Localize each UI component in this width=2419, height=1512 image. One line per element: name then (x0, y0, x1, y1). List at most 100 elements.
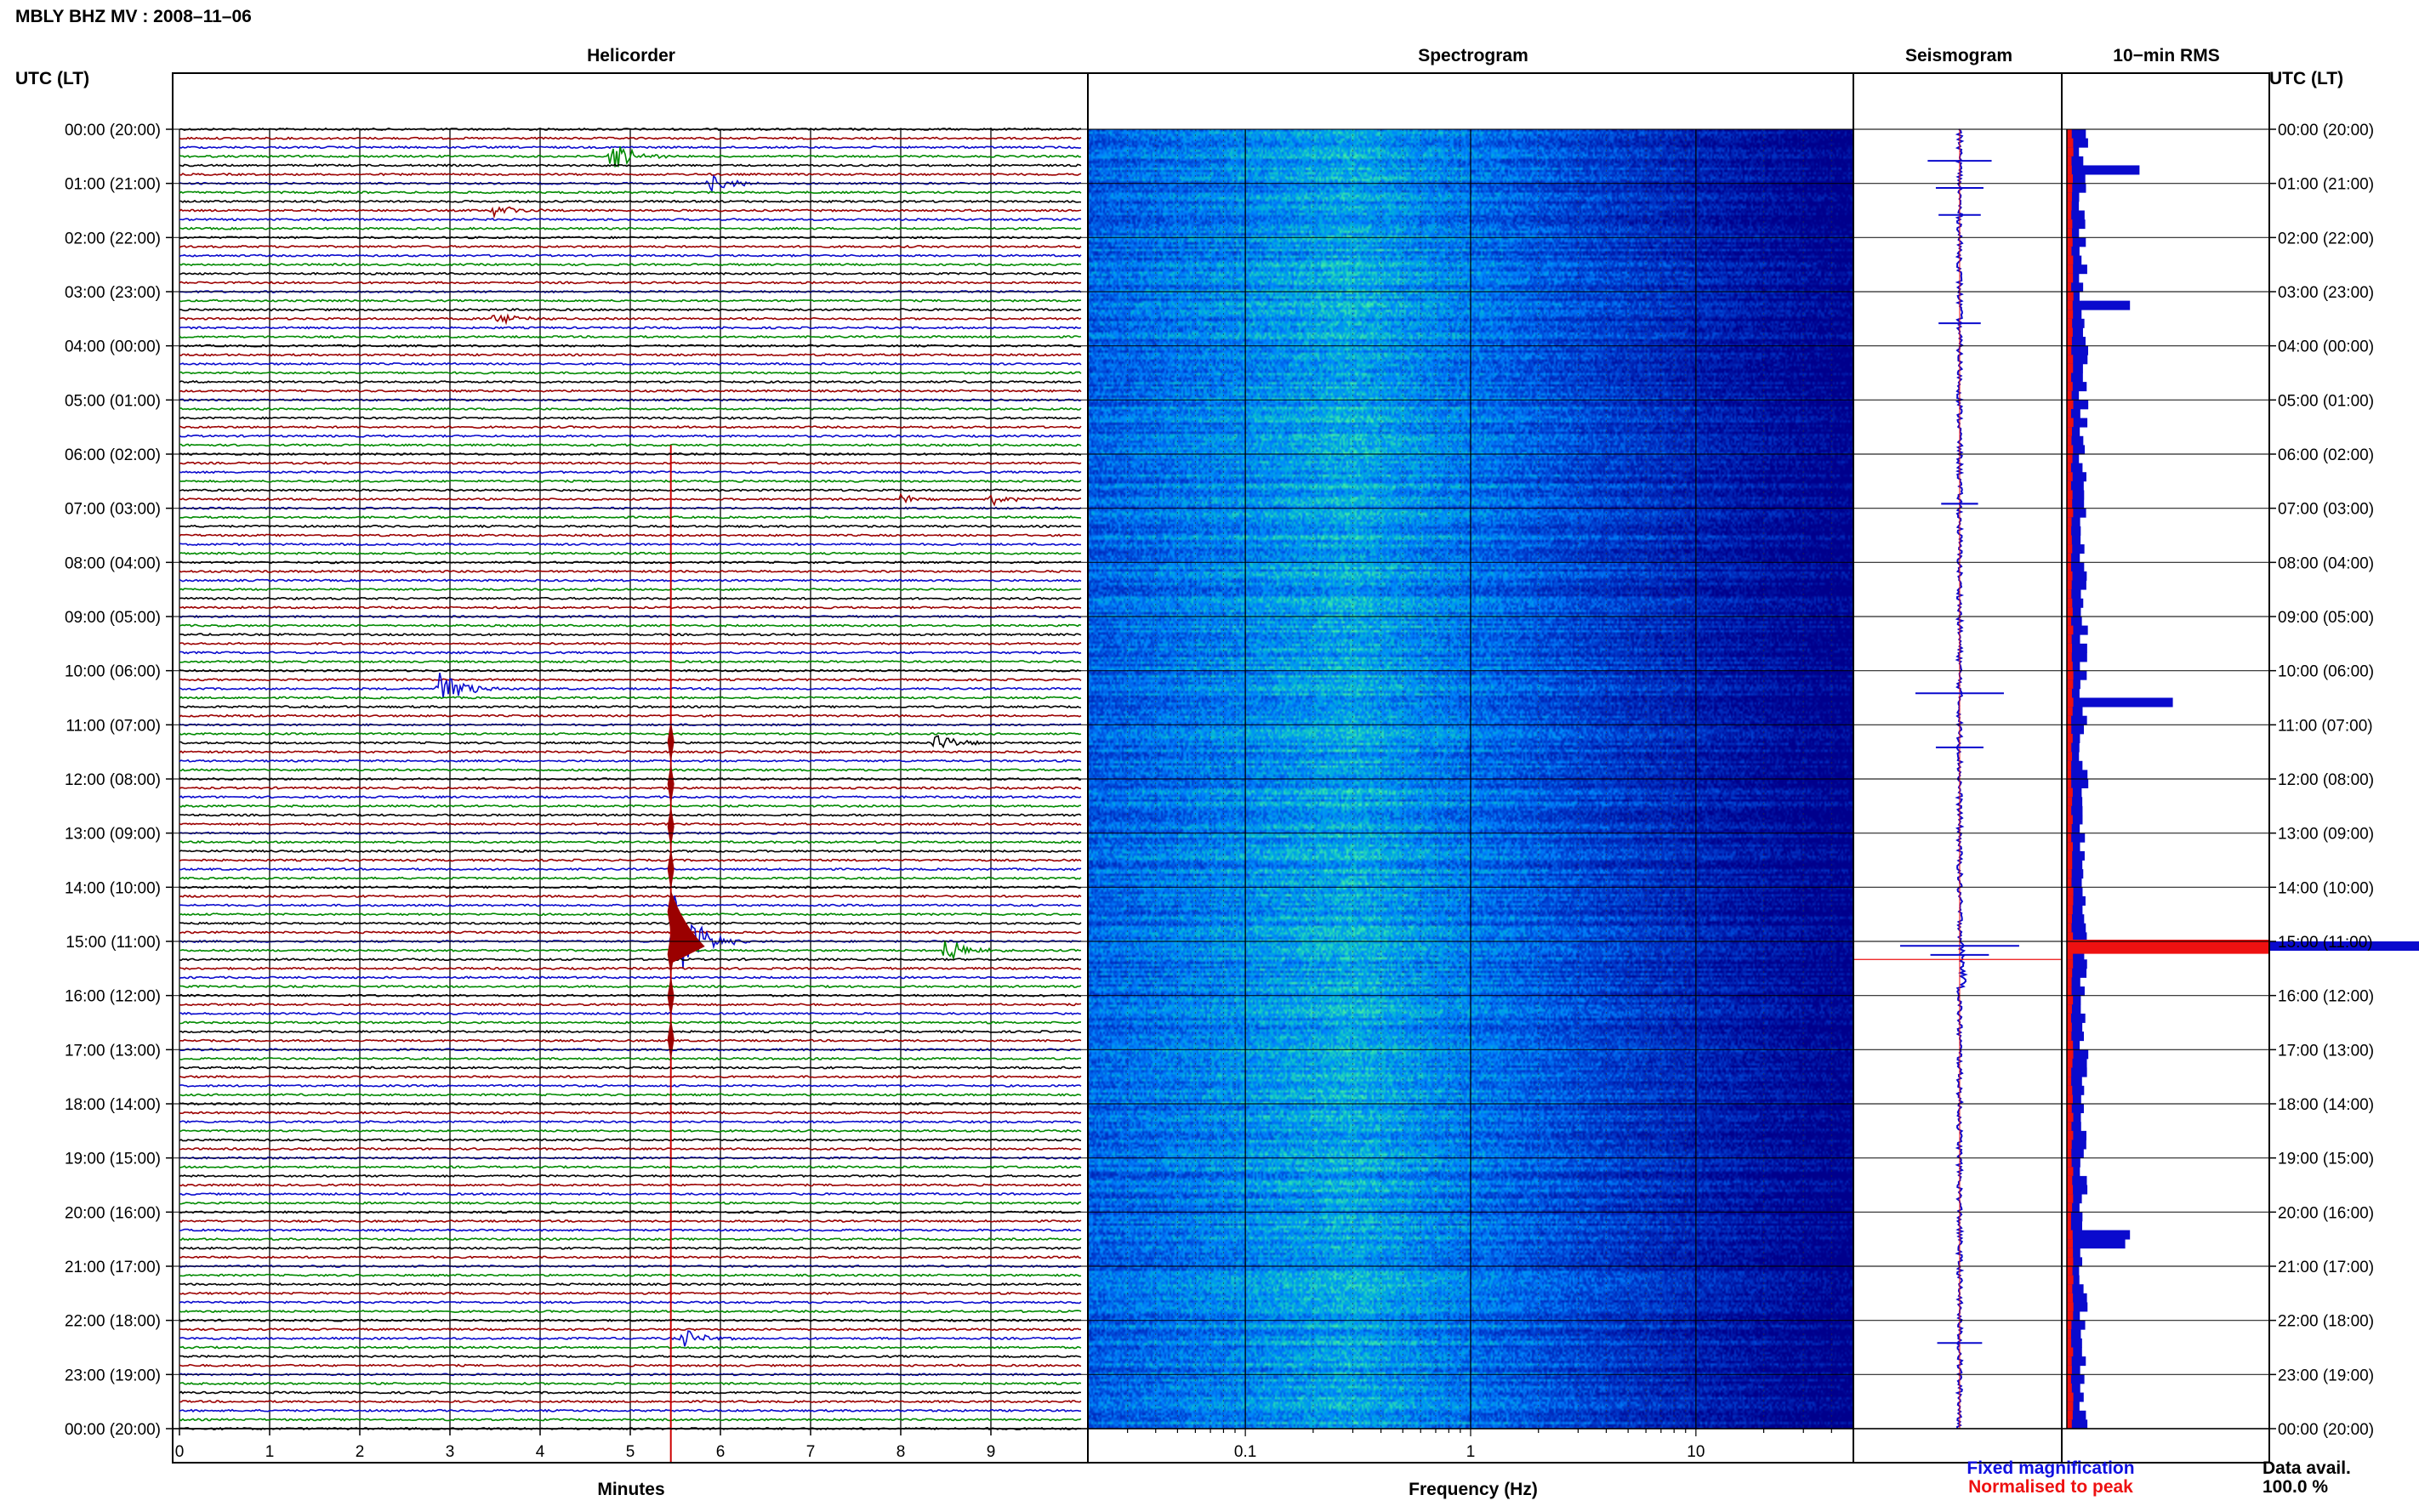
helicorder-trace (179, 894, 1082, 899)
helicorder-trace (179, 849, 1082, 854)
rms-bar-normalised (2067, 1085, 2073, 1095)
rms-bar-fixed (2067, 824, 2080, 834)
rms-bar-normalised (2067, 310, 2074, 320)
rms-bar-normalised (2067, 824, 2072, 834)
helicorder-trace (179, 605, 1082, 610)
rms-bar-normalised (2067, 282, 2072, 293)
rms-bar-normalised (2067, 237, 2073, 247)
rms-bar-fixed (2067, 725, 2085, 735)
rms-bar-normalised (2067, 895, 2074, 906)
rms-bar-normalised (2067, 1094, 2073, 1105)
helicorder-trace (179, 1003, 1082, 1007)
rms-bar-normalised (2067, 129, 2072, 139)
helicorder-trace (179, 492, 1082, 507)
helicorder-trace (179, 488, 1082, 492)
rms-bar-fixed (2067, 1392, 2084, 1402)
rms-bar-fixed (2067, 1058, 2087, 1068)
rms-bar-normalised (2067, 959, 2074, 969)
helicorder-trace (179, 1327, 1082, 1332)
event-coda (670, 890, 705, 963)
time-tick-label-left: 16:00 (12:00) (65, 988, 161, 1006)
rms-bar-normalised (2067, 508, 2074, 518)
helicorder-trace (179, 199, 1082, 204)
data-availability-label: Data avail. (2262, 1458, 2351, 1478)
helicorder-trace (179, 469, 1082, 475)
rms-bar-fixed (2067, 770, 2088, 780)
helicorder-trace (179, 876, 1082, 880)
helicorder-trace (179, 588, 1082, 592)
rms-bar-normalised (2067, 183, 2073, 193)
rms-bar-normalised (2067, 1112, 2074, 1123)
rms-bar-normalised (2067, 986, 2072, 997)
rms-bar-fixed (2067, 779, 2089, 789)
rms-bar-fixed (2067, 589, 2081, 600)
rms-bar-normalised (2067, 210, 2072, 220)
time-tick-label-left: 11:00 (07:00) (65, 717, 161, 735)
helicorder-xtick-label: 3 (446, 1443, 455, 1461)
time-tick-label-right: 14:00 (10:00) (2278, 879, 2374, 897)
rms-bar-fixed (2067, 337, 2086, 347)
rms-bar-fixed (2067, 662, 2080, 672)
helicorder-trace (179, 1291, 1082, 1295)
helicorder-trace (179, 371, 1082, 375)
helicorder-trace (179, 735, 1082, 749)
rms-bar-normalised (2067, 490, 2073, 500)
rms-bar-normalised (2067, 733, 2073, 743)
time-tick-label-right: 05:00 (01:00) (2278, 392, 2374, 410)
helicorder-trace (179, 353, 1082, 357)
rms-bar-fixed (2067, 1022, 2083, 1032)
rms-bar-normalised (2067, 408, 2071, 418)
helicorder-xtick-label: 4 (536, 1443, 545, 1461)
rms-bar-normalised (2067, 273, 2074, 283)
helicorder-xtick-label: 0 (175, 1443, 185, 1461)
rms-bar-fixed (2067, 697, 2173, 708)
time-tick-label-right: 10:00 (06:00) (2278, 663, 2374, 681)
rms-bar-normalised (2067, 562, 2072, 572)
helicorder-trace (179, 867, 1082, 872)
rms-bar-normalised (2067, 1149, 2072, 1159)
rms-bar-normalised (2067, 472, 2073, 482)
rms-bar-fixed (2067, 1220, 2082, 1231)
rms-bar-normalised (2067, 760, 2072, 770)
rms-bar-fixed (2067, 445, 2086, 455)
helicorder-trace (179, 281, 1082, 285)
rms-bar-normalised (2067, 1374, 2071, 1384)
helicorder-trace (179, 1191, 1082, 1197)
helicorder-trace (179, 957, 1082, 962)
rms-bar-fixed (2067, 733, 2080, 743)
rms-bar-fixed (2067, 454, 2080, 464)
helicorder-trace (179, 1201, 1082, 1205)
helicorder-trace (179, 623, 1082, 628)
rms-bar-fixed (2067, 1112, 2081, 1123)
rms-bar-fixed (2067, 860, 2083, 870)
helicorder-trace (179, 975, 1082, 980)
event-coda (667, 848, 674, 890)
rms-bar-normalised (2067, 914, 2072, 924)
time-tick-label-left: 20:00 (16:00) (65, 1204, 161, 1222)
rms-bar-normalised (2067, 1284, 2073, 1294)
helicorder-trace (179, 1183, 1082, 1187)
rms-bar-fixed (2067, 1157, 2080, 1168)
helicorder-trace (179, 551, 1082, 555)
rms-bar-fixed (2067, 517, 2080, 527)
rms-bar-fixed (2067, 878, 2082, 888)
helicorder-trace (179, 136, 1082, 140)
rms-bar-fixed (2067, 1239, 2126, 1249)
rms-bar-normalised (2067, 337, 2072, 347)
rms-bar-fixed (2067, 1122, 2081, 1132)
rms-bar-normalised (2067, 526, 2072, 536)
rms-bar-fixed (2067, 1230, 2131, 1240)
helicorder-trace (179, 424, 1082, 429)
rms-bar-normalised (2067, 842, 2073, 852)
helicorder-trace (179, 1011, 1082, 1015)
rms-bar-fixed (2067, 977, 2080, 987)
rms-bar-normalised (2067, 950, 2074, 960)
rms-bar-normalised (2067, 797, 2073, 807)
rms-bar-normalised (2067, 878, 2072, 888)
rms-bar-fixed (2067, 805, 2083, 816)
rms-bar-normalised (2067, 138, 2074, 148)
rms-bar-fixed (2067, 544, 2085, 554)
rms-bar-normalised (2067, 1220, 2071, 1231)
rms-bar-fixed (2067, 1401, 2080, 1412)
helicorder-trace (179, 903, 1082, 907)
